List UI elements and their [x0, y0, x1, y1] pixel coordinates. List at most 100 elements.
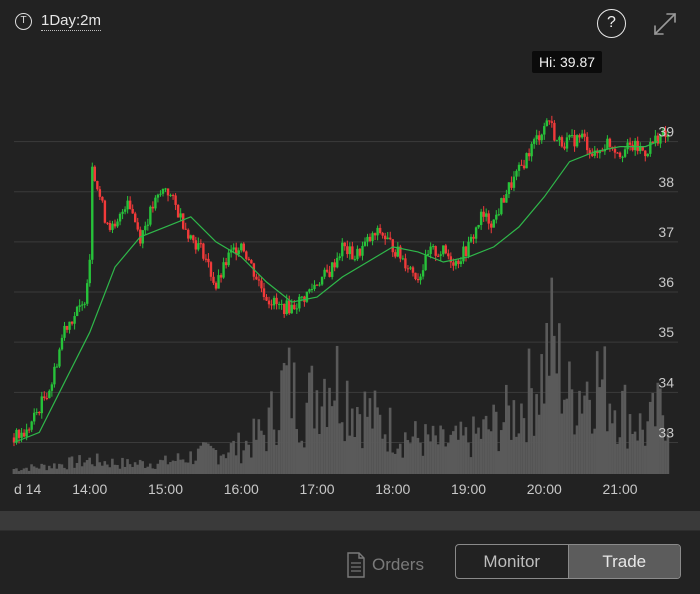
volume-bar	[224, 458, 228, 474]
volume-bar	[583, 395, 586, 474]
volume-bar	[35, 467, 38, 474]
volume-bar	[161, 460, 165, 474]
chart-scrollbar[interactable]	[0, 511, 700, 530]
candle-body	[247, 258, 251, 261]
volume-bar	[88, 457, 91, 474]
candle-body	[265, 297, 268, 301]
candle-body	[457, 260, 460, 265]
volume-bar	[388, 407, 392, 474]
candle-body	[522, 165, 526, 169]
candle-body	[121, 211, 124, 214]
candle-body	[454, 260, 458, 266]
volume-bar	[664, 440, 667, 474]
volume-bar	[17, 471, 21, 474]
candle-body	[181, 213, 185, 229]
candle-body	[628, 142, 632, 145]
candle-body	[378, 227, 382, 233]
candle-body	[280, 303, 283, 305]
candle-body	[434, 246, 437, 256]
candle-body	[323, 269, 326, 277]
volume-bar	[93, 466, 97, 474]
volume-bar	[136, 464, 139, 474]
candle-body	[136, 222, 139, 230]
volume-bar	[348, 435, 352, 474]
candle-body	[411, 267, 415, 273]
candle-body	[328, 271, 331, 277]
chart-toolbar: T 1Day:2m ?	[0, 0, 700, 48]
candle-body	[467, 241, 470, 257]
candle-body	[389, 237, 392, 240]
volume-bar	[260, 430, 263, 474]
volume-bar	[320, 406, 324, 474]
volume-bar	[598, 387, 602, 474]
volume-bar	[73, 467, 76, 474]
volume-bar	[368, 398, 372, 474]
candle-body	[96, 181, 99, 190]
volume-bar	[25, 467, 28, 474]
volume-bar	[159, 459, 162, 474]
volume-bar	[176, 453, 180, 474]
candle-body	[40, 396, 43, 414]
candle-body	[184, 228, 187, 230]
volume-bar	[333, 400, 336, 474]
candle-body	[338, 256, 341, 258]
volume-bar	[376, 407, 379, 474]
volume-bar	[166, 464, 170, 474]
volume-bar	[409, 443, 412, 474]
volume-bar	[436, 444, 440, 474]
volume-bar	[234, 455, 238, 474]
candle-body	[358, 248, 362, 256]
candle-body	[91, 166, 94, 260]
volume-bar	[585, 381, 589, 474]
candle-body	[616, 152, 619, 154]
volume-bar	[244, 440, 248, 474]
candle-body	[86, 283, 89, 304]
volume-bars	[12, 277, 670, 474]
volume-bar	[522, 418, 526, 474]
volume-bar	[280, 370, 283, 474]
volume-bar	[80, 466, 84, 474]
candle-body	[525, 153, 528, 169]
volume-bar	[156, 463, 160, 474]
document-icon	[347, 552, 365, 578]
candle-body	[442, 245, 445, 255]
help-button[interactable]: ?	[597, 9, 626, 38]
interval-selector[interactable]: 1Day:2m	[41, 12, 102, 31]
volume-bar	[111, 458, 114, 474]
volume-bar	[287, 347, 291, 474]
volume-bar	[335, 345, 339, 474]
volume-bar	[560, 413, 564, 474]
volume-bar	[431, 425, 435, 474]
price-chart[interactable]: 39 38 37 36 35 34 33 d 14 14:00 15:00 16:00 17:00 1…	[0, 48, 700, 511]
candle-body	[232, 247, 235, 250]
volume-bar	[361, 448, 364, 474]
volume-bar	[356, 406, 359, 474]
volume-bar	[70, 456, 74, 474]
volume-bar	[492, 404, 495, 474]
volume-bar	[659, 388, 662, 474]
symbol-type-icon[interactable]: T	[15, 13, 32, 30]
candle-body	[487, 213, 490, 224]
expand-icon[interactable]	[652, 11, 678, 37]
candle-body	[270, 304, 273, 306]
trade-tab[interactable]: Trade	[568, 545, 680, 578]
candle-body	[38, 411, 41, 414]
volume-bar	[350, 408, 354, 474]
candle-body	[204, 258, 208, 260]
candle-body	[222, 262, 225, 278]
monitor-tab[interactable]: Monitor	[456, 545, 569, 578]
volume-bar	[95, 453, 99, 474]
candle-body	[492, 219, 495, 228]
candle-body	[540, 134, 543, 141]
candle-body	[65, 325, 69, 330]
volume-bar	[282, 362, 286, 474]
orders-button[interactable]: Orders	[346, 551, 424, 579]
volume-bar	[328, 387, 331, 474]
volume-bar	[441, 429, 445, 474]
candle-body	[25, 429, 28, 437]
candle-body	[214, 282, 218, 289]
volume-bar	[131, 466, 134, 474]
volume-bar	[121, 457, 124, 474]
candle-body	[449, 256, 453, 263]
candle-body	[462, 246, 465, 262]
